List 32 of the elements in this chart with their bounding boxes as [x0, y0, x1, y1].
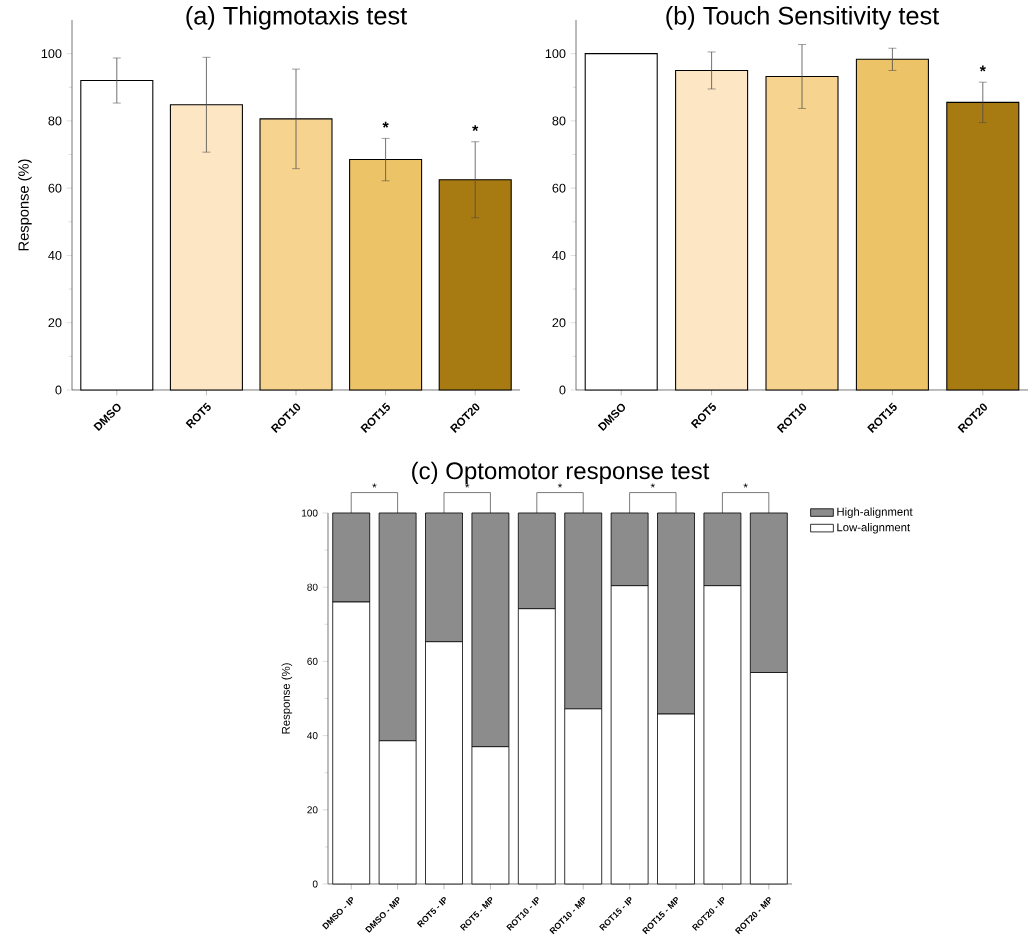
y-axis-title: Response (%) — [281, 663, 293, 734]
y-tick-label: 60 — [307, 657, 318, 665]
y-tick-label: 60 — [552, 183, 566, 193]
y-tick-label: 100 — [302, 509, 318, 517]
y-tick-label: 40 — [307, 732, 318, 740]
y-tick-label: 40 — [552, 250, 566, 260]
y-tick-label: 80 — [552, 116, 566, 126]
y-tick-label: 100 — [41, 49, 62, 59]
chart-title: (a) Thigmotaxis test — [186, 6, 408, 30]
y-tick-label: 40 — [48, 250, 62, 260]
y-tick-label: 100 — [545, 49, 566, 59]
annotation: * — [472, 125, 479, 132]
y-tick-label: 60 — [48, 183, 62, 193]
y-tick-label: 80 — [307, 583, 318, 591]
y-tick-label: 20 — [552, 318, 566, 328]
y-tick-label: 80 — [48, 116, 62, 126]
text: * — [650, 483, 655, 488]
y-tick-label: 20 — [48, 318, 62, 328]
text: * — [465, 483, 470, 488]
annotation: * — [382, 121, 389, 128]
legend-label: High-alignment — [837, 507, 913, 519]
y-tick-label: 0 — [55, 385, 62, 395]
y-tick-label: 0 — [312, 880, 318, 888]
text: * — [557, 483, 563, 488]
chart-title: (b) Touch Sensitivity test — [666, 6, 940, 30]
text: * — [743, 483, 748, 488]
legend-label: Low-alignment — [837, 523, 911, 534]
y-axis-title: Response (%) — [18, 159, 32, 251]
y-tick-label: 0 — [559, 385, 566, 395]
annotation: * — [979, 65, 986, 72]
y-tick-label: 20 — [307, 806, 318, 814]
text: * — [372, 483, 377, 488]
